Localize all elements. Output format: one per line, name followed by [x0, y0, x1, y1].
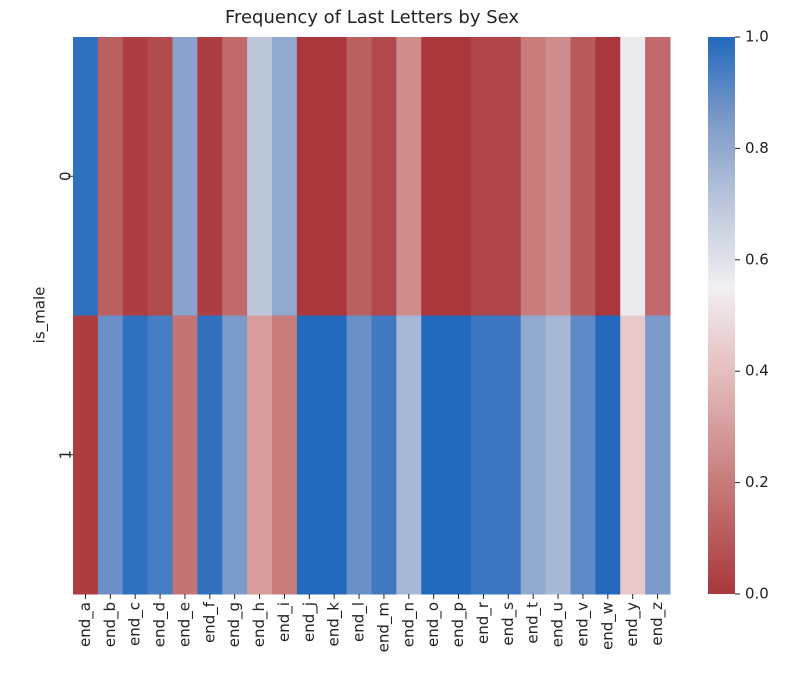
heat-cell	[247, 315, 273, 595]
x-tick-label: end_s	[499, 602, 518, 646]
heat-cell	[321, 37, 348, 316]
heat-cell	[97, 37, 124, 316]
x-tick-label: end_l	[350, 602, 369, 642]
y-tick-label: 1	[57, 450, 75, 460]
heat-cell	[122, 315, 149, 595]
heat-cell	[396, 315, 422, 595]
heat-cell	[73, 37, 99, 316]
heat-cell	[495, 315, 522, 595]
colorbar-tick-label: 0.0	[745, 585, 769, 603]
colorbar-tick-label: 0.6	[745, 250, 769, 268]
colorbar-tick-label: 0.4	[745, 362, 769, 380]
x-tick-label: end_n	[399, 602, 418, 647]
y-axis-label: is_male	[31, 287, 50, 344]
heat-cell	[446, 315, 472, 595]
x-tick-label: end_k	[325, 602, 344, 647]
heat-cell	[147, 37, 173, 316]
heat-cell	[122, 37, 149, 316]
x-tick-label: end_g	[225, 602, 244, 647]
heat-cell	[272, 315, 298, 595]
heat-cell	[296, 315, 323, 595]
heat-cell	[620, 315, 646, 595]
heat-cell	[421, 37, 447, 316]
y-tick-label: 0	[57, 171, 75, 181]
colorbar	[708, 37, 735, 594]
colorbar-tick-label: 0.8	[745, 139, 769, 157]
heat-cell	[346, 315, 372, 595]
heat-cell	[471, 315, 497, 595]
heat-cell	[396, 37, 422, 316]
x-tick-label: end_i	[275, 602, 294, 642]
x-tick-label: end_r	[474, 601, 493, 644]
heat-cell	[545, 37, 571, 316]
heat-cell	[73, 315, 99, 595]
heat-cell	[197, 37, 223, 316]
heat-cell	[446, 37, 472, 316]
heat-cell	[172, 315, 198, 595]
heat-cell	[247, 37, 273, 316]
heat-cell	[222, 315, 248, 595]
x-tick-label: end_j	[300, 602, 319, 642]
heat-cell	[595, 315, 621, 595]
heat-cell	[222, 37, 248, 316]
heat-cell	[321, 315, 348, 595]
x-tick-label: end_t	[524, 602, 543, 644]
heat-cell	[645, 37, 671, 316]
x-tick-label: end_a	[76, 602, 95, 647]
x-tick-label: end_w	[598, 602, 617, 650]
colorbar-tick-label: 0.2	[745, 473, 769, 491]
heat-cell	[520, 37, 547, 316]
heat-cell	[421, 315, 447, 595]
heat-cell	[147, 315, 173, 595]
x-tick-label: end_f	[200, 601, 219, 643]
heat-cell	[645, 315, 671, 595]
heat-cell	[620, 37, 646, 316]
chart-title: Frequency of Last Letters by Sex	[225, 7, 519, 28]
x-tick-label: end_u	[549, 602, 568, 647]
heat-cell	[371, 315, 397, 595]
heat-cell	[272, 37, 298, 316]
x-tick-label: end_y	[623, 602, 642, 647]
x-tick-label: end_z	[648, 602, 667, 646]
x-tick-label: end_d	[151, 602, 170, 647]
x-tick-label: end_p	[449, 602, 468, 647]
heat-cell	[471, 37, 497, 316]
heat-cell	[570, 37, 596, 316]
x-tick-label: end_o	[424, 602, 443, 647]
x-tick-label: end_e	[175, 602, 194, 647]
x-tick-label: end_c	[126, 602, 145, 646]
x-tick-label: end_b	[101, 602, 120, 647]
heat-cell	[595, 37, 621, 316]
x-tick-label: end_m	[374, 602, 393, 652]
heat-cell	[371, 37, 397, 316]
heat-cell	[197, 315, 223, 595]
heat-cell	[495, 37, 522, 316]
heat-cell	[520, 315, 547, 595]
heat-cell	[97, 315, 124, 595]
colorbar-tick-label: 1.0	[745, 28, 769, 46]
x-tick-label: end_v	[573, 602, 592, 647]
heat-cell	[172, 37, 198, 316]
heat-cell	[545, 315, 571, 595]
x-tick-label: end_h	[250, 602, 269, 647]
heat-cell	[296, 37, 323, 316]
heat-cell	[570, 315, 596, 595]
heat-cell	[346, 37, 372, 316]
